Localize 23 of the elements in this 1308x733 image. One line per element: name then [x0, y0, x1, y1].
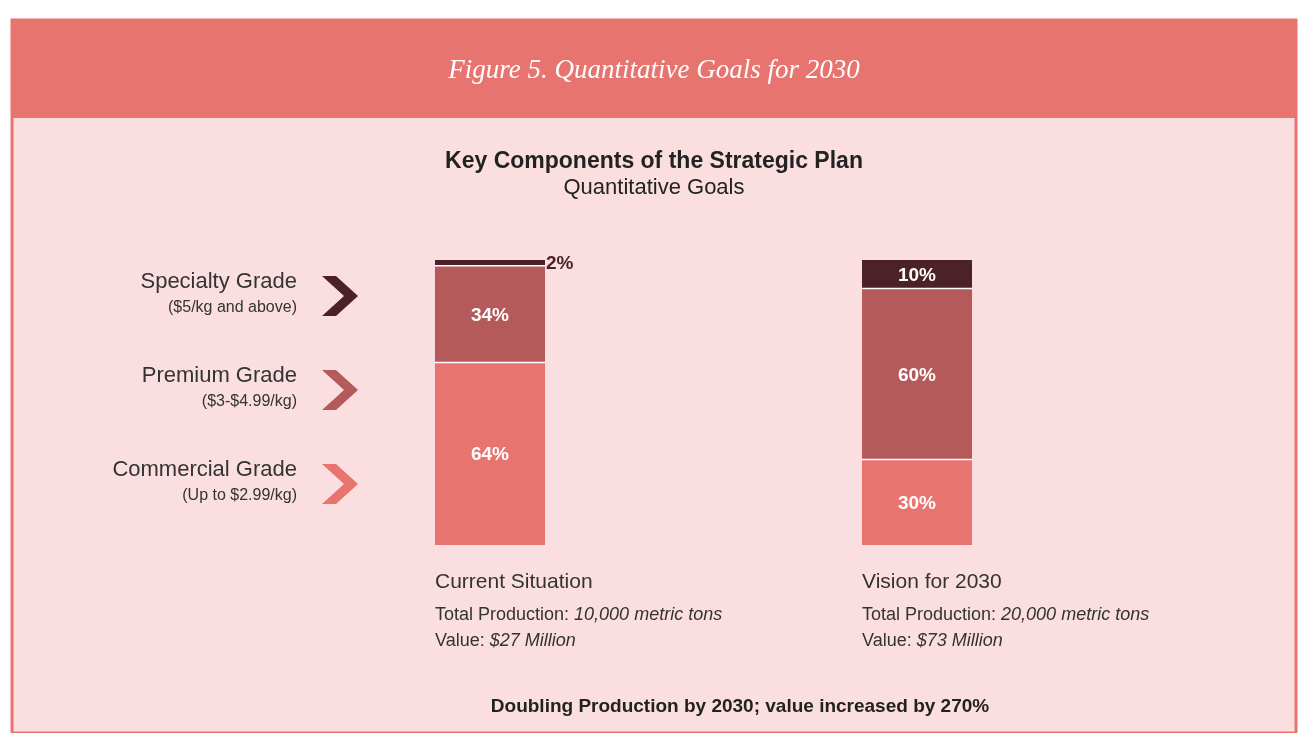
legend-label: Specialty Grade ($5/kg and above)	[140, 268, 297, 315]
legend-label: Commercial Grade (Up to $2.99/kg)	[112, 456, 297, 503]
data-label: 60%	[897, 363, 937, 385]
bar	[435, 265, 545, 363]
text: Value: $73 Million	[862, 630, 1003, 650]
text: Value: $27 Million	[435, 630, 576, 650]
text: Total Production: 10,000 metric tons	[435, 604, 723, 624]
bar	[862, 459, 972, 545]
text: Quantitative Goals	[563, 174, 745, 199]
chart-subtitle: Key Components of the Strategic Plan	[445, 147, 863, 173]
data-label: 64%	[470, 443, 510, 465]
x-tick-label: Vision for 2030	[862, 569, 1002, 592]
bar	[435, 362, 545, 545]
text: Total Production: 20,000 metric tons	[862, 604, 1150, 624]
legend-label: Premium Grade ($3-$4.99/kg)	[141, 362, 297, 409]
bar	[862, 288, 972, 460]
data-label: 30%	[897, 491, 937, 513]
data-label: 2%	[546, 252, 574, 274]
text: Doubling Production by 2030; value increased by 270%	[490, 695, 990, 716]
data-label: 10%	[897, 263, 937, 285]
x-tick-label: Current Situation	[435, 569, 593, 592]
chart-title: Figure 5. Quantitative Goals for 2030	[447, 54, 861, 84]
data-label: 34%	[470, 303, 510, 325]
